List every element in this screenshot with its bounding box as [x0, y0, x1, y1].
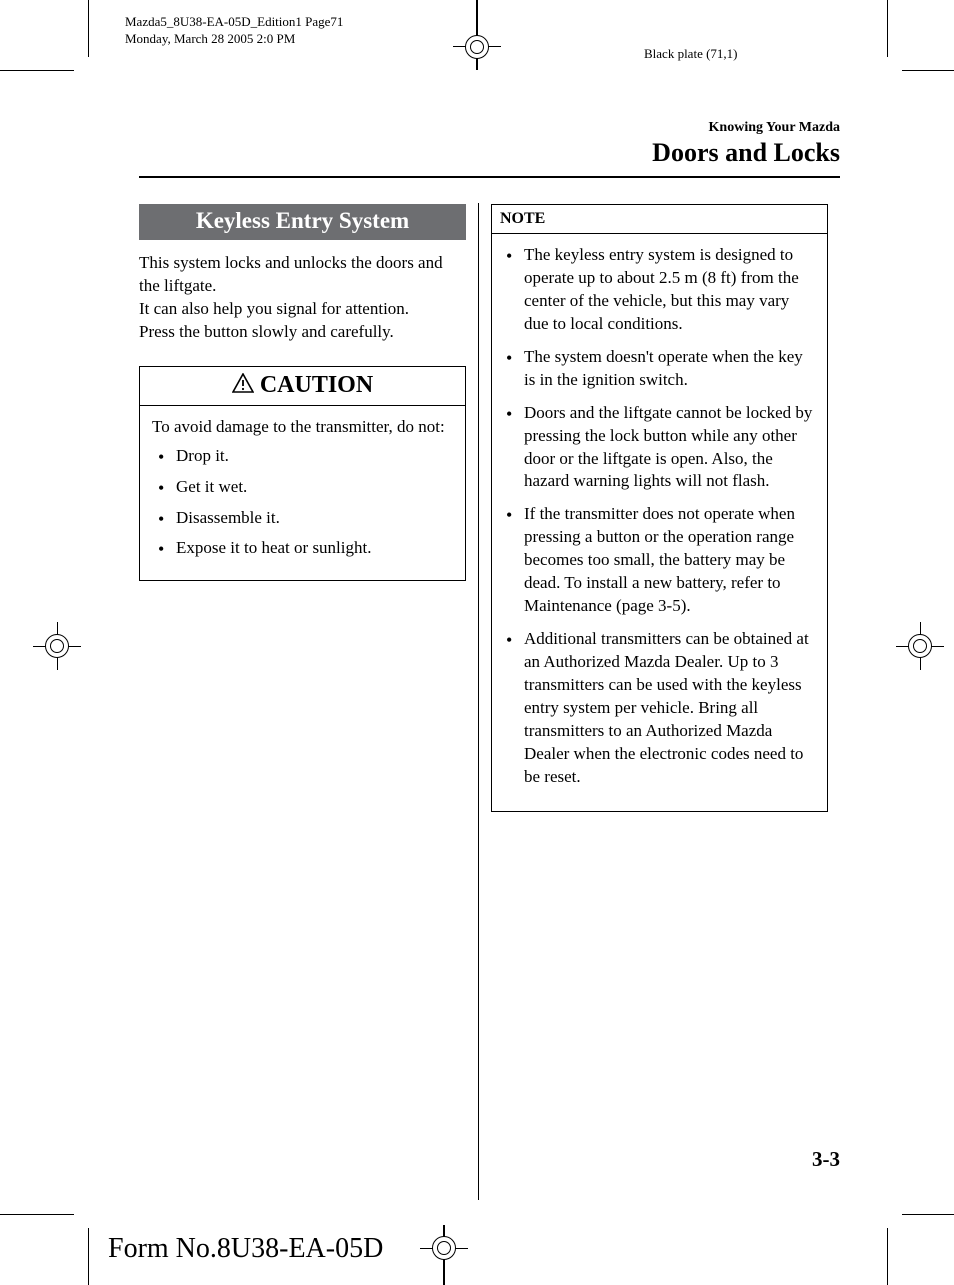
registration-mark-right	[896, 622, 944, 670]
caution-body: To avoid damage to the transmitter, do n…	[140, 406, 465, 581]
registration-mark-top	[453, 0, 501, 70]
crop-mark	[0, 1214, 74, 1215]
registration-mark-bottom	[420, 1225, 468, 1285]
right-column: NOTE The keyless entry system is designe…	[479, 204, 828, 1200]
list-item: The system doesn't operate when the key …	[502, 346, 817, 392]
doc-id: Mazda5_8U38-EA-05D_Edition1 Page71	[125, 14, 343, 31]
page-number: 3-3	[812, 1147, 840, 1172]
caution-box: CAUTION To avoid damage to the transmitt…	[139, 366, 466, 582]
list-item: The keyless entry system is designed to …	[502, 244, 817, 336]
registration-mark-left	[33, 622, 81, 670]
left-column: Keyless Entry System This system locks a…	[139, 204, 478, 1200]
caution-header: CAUTION	[140, 367, 465, 406]
list-item: Drop it.	[152, 445, 453, 468]
intro-line: This system locks and unlocks the doors …	[139, 253, 443, 295]
list-item: Disassemble it.	[152, 507, 453, 530]
note-body: The keyless entry system is designed to …	[492, 234, 827, 811]
list-item: Additional transmitters can be obtained …	[502, 628, 817, 789]
note-list: The keyless entry system is designed to …	[502, 244, 817, 789]
page-header: Knowing Your Mazda Doors and Locks	[652, 120, 840, 168]
form-number: Form No.8U38-EA-05D	[108, 1233, 383, 1265]
header-rule	[139, 176, 840, 178]
crop-mark	[902, 70, 954, 71]
note-header: NOTE	[492, 205, 827, 234]
crop-mark	[902, 1214, 954, 1215]
warning-icon	[232, 373, 254, 400]
list-item: Doors and the liftgate cannot be locked …	[502, 402, 817, 494]
crop-mark	[88, 0, 89, 57]
crop-mark	[88, 1228, 89, 1285]
list-item: Get it wet.	[152, 476, 453, 499]
intro-line: Press the button slowly and carefully.	[139, 322, 394, 341]
topic-heading: Keyless Entry System	[139, 204, 466, 240]
list-item: Expose it to heat or sunlight.	[152, 537, 453, 560]
caution-lead: To avoid damage to the transmitter, do n…	[152, 416, 453, 439]
caution-title: CAUTION	[260, 372, 373, 398]
note-box: NOTE The keyless entry system is designe…	[491, 204, 828, 812]
content-area: Keyless Entry System This system locks a…	[139, 204, 840, 1200]
crop-mark	[887, 1228, 888, 1285]
crop-mark	[887, 0, 888, 57]
section-title: Doors and Locks	[652, 138, 840, 168]
print-date: Monday, March 28 2005 2:0 PM	[125, 31, 343, 48]
section-eyebrow: Knowing Your Mazda	[652, 120, 840, 136]
intro-text: This system locks and unlocks the doors …	[139, 252, 466, 344]
black-plate-label: Black plate (71,1)	[644, 46, 738, 62]
list-item: If the transmitter does not operate when…	[502, 503, 817, 618]
print-header: Mazda5_8U38-EA-05D_Edition1 Page71 Monda…	[125, 14, 343, 48]
caution-list: Drop it. Get it wet. Disassemble it. Exp…	[152, 445, 453, 561]
intro-line: It can also help you signal for attentio…	[139, 299, 409, 318]
crop-mark	[0, 70, 74, 71]
